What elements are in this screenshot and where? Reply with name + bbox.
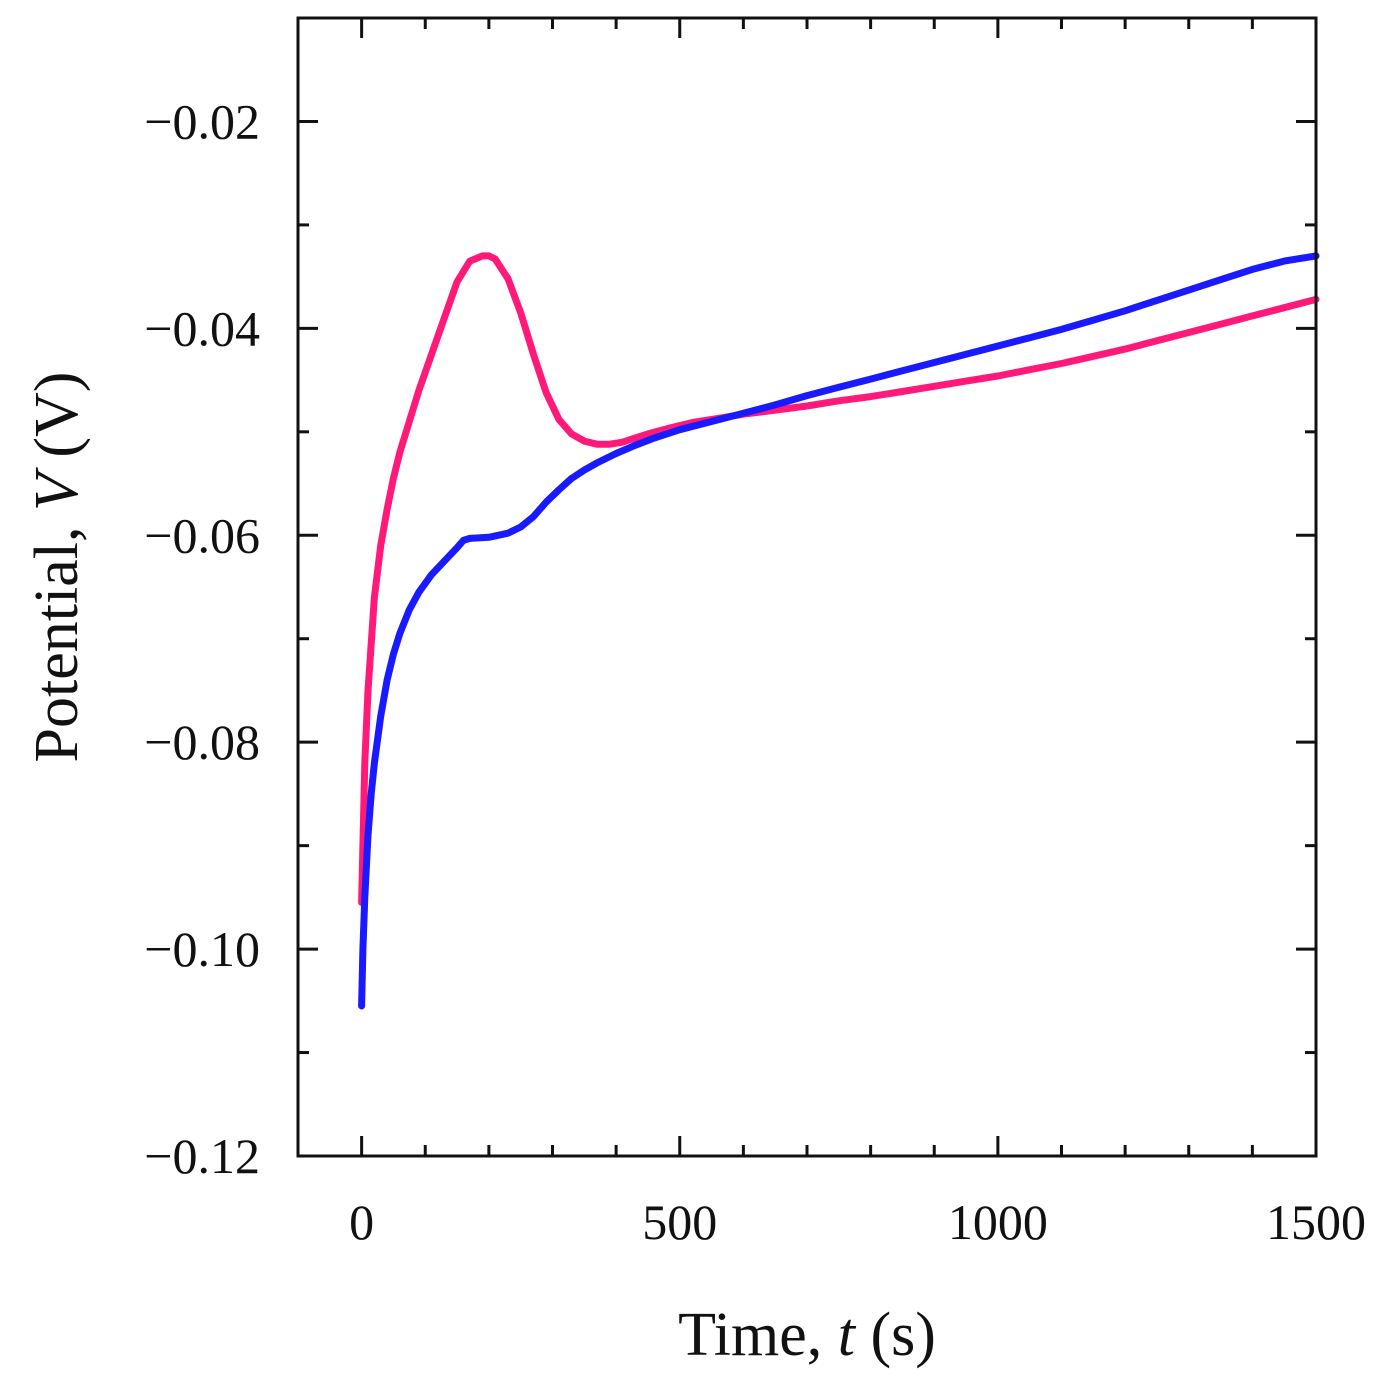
x-tick-label: 0 bbox=[349, 1194, 374, 1250]
y-tick-label: −0.04 bbox=[144, 300, 260, 356]
series-layer bbox=[358, 252, 1320, 1010]
tick-labels: 0 500 1000 1500 −0.12 −0.10 −0.08 −0.06 −0.04 −0.… bbox=[144, 93, 1366, 1250]
y-tick-label: −0.08 bbox=[144, 714, 260, 770]
x-tick-label: 1000 bbox=[948, 1194, 1048, 1250]
x-tick-label: 500 bbox=[642, 1194, 717, 1250]
series-line-pink bbox=[358, 252, 1320, 906]
y-tick-label: −0.06 bbox=[144, 507, 260, 563]
y-tick-label: −0.10 bbox=[144, 921, 260, 977]
plot-frame bbox=[296, 16, 1318, 1158]
x-tick-label: 1500 bbox=[1266, 1194, 1366, 1250]
x-axis-title: Time, t (s) bbox=[678, 1301, 936, 1369]
y-tick-label: −0.02 bbox=[144, 93, 260, 149]
y-tick-label: −0.12 bbox=[144, 1128, 260, 1184]
series-line-blue bbox=[358, 252, 1320, 1010]
y-axis-title: Potential, V (V) bbox=[23, 372, 91, 763]
